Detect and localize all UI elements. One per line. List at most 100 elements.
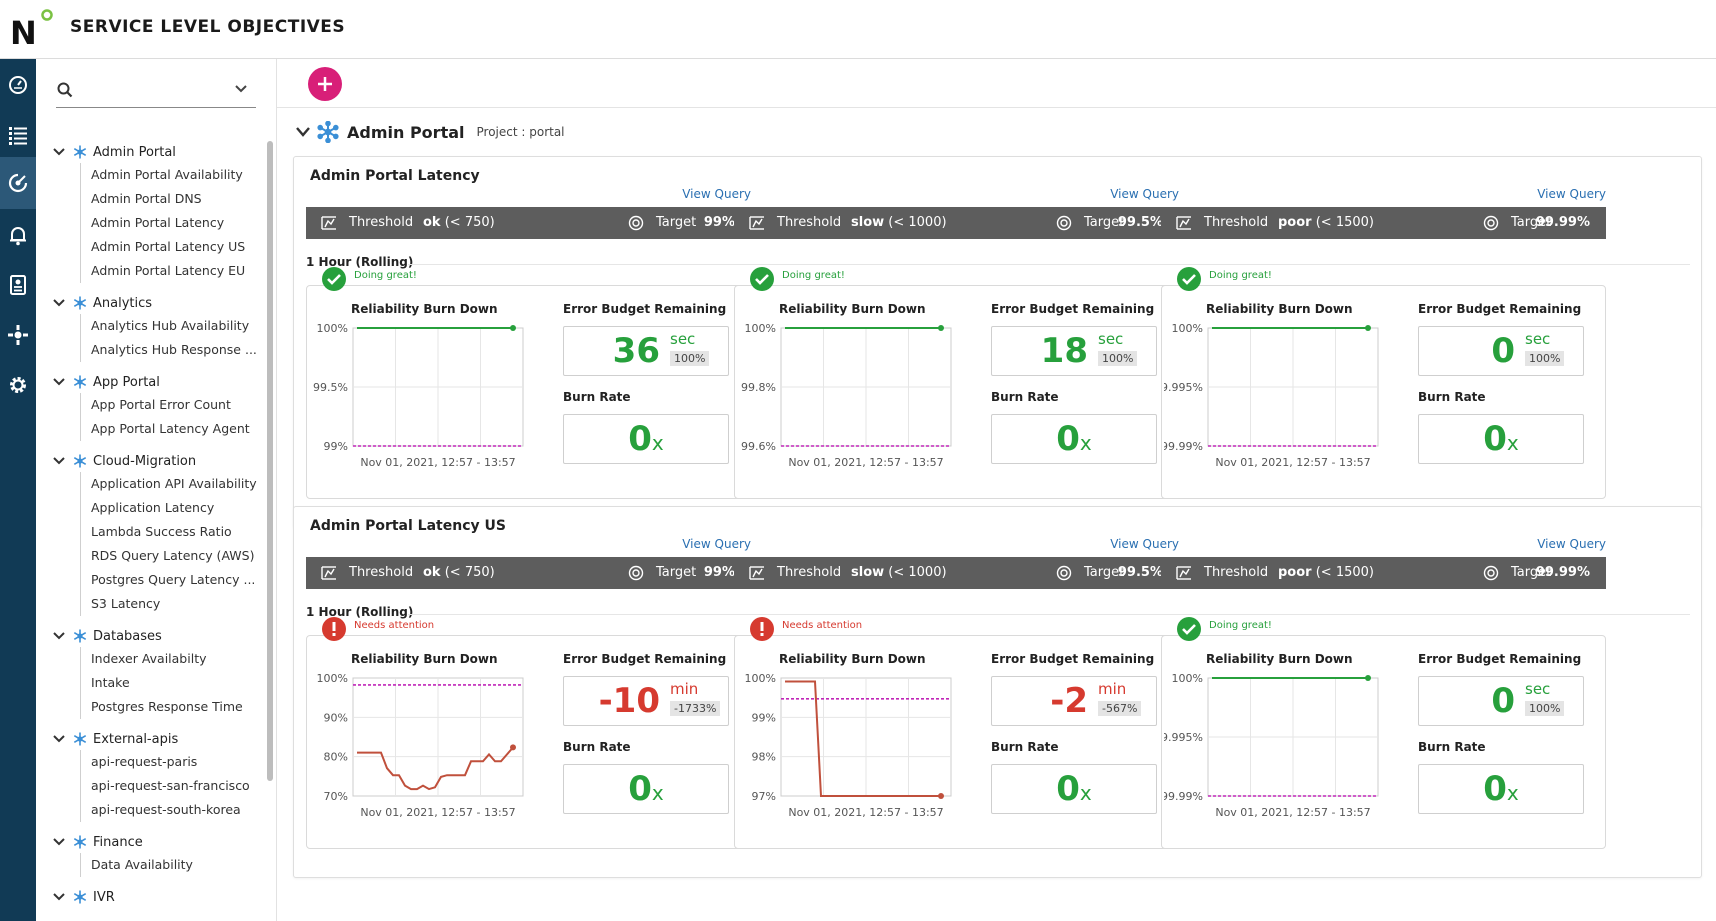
x-axis-label: Nov 01, 2021, 12:57 - 13:57 (788, 456, 943, 469)
tree-group-header[interactable]: Admin Portal (52, 141, 262, 163)
tree-group-header[interactable]: Cloud-Migration (52, 450, 262, 472)
target-label: Target (1084, 565, 1125, 580)
sidebar-item[interactable]: Indexer Availabilty (91, 651, 207, 666)
sidebar-item[interactable]: api-request-south-korea (91, 802, 241, 817)
threshold-icon (321, 566, 336, 580)
error-budget-unit: sec (1525, 330, 1551, 348)
status-badge: Doing great! (1177, 617, 1272, 641)
chevron-down-icon[interactable] (234, 84, 248, 94)
burn-down-chart[interactable]: 100% 99.995% 99.99% Nov 01, 2021, 12:57 - 1… (1164, 322, 1396, 480)
sidebar-item[interactable]: Lambda Success Ratio (91, 524, 232, 539)
burn-down-chart[interactable]: 100% 99.995% 99.99% Nov 01, 2021, 12:57 - 1… (1164, 672, 1396, 830)
tree-group-header[interactable]: App Portal (52, 371, 262, 393)
sidebar-item[interactable]: Postgres Response Time (91, 699, 243, 714)
logo-icon[interactable]: N (10, 8, 56, 48)
error-budget-value: 36 (612, 331, 660, 371)
burn-rate-unit: x (1079, 781, 1092, 805)
alert-circle-icon (750, 617, 774, 641)
sidebar-item[interactable]: Admin Portal DNS (91, 191, 202, 206)
target-value: 99.99% (1535, 215, 1590, 230)
tree-group-header[interactable]: IVR (52, 886, 262, 908)
sidebar-item[interactable]: Admin Portal Latency EU (91, 263, 246, 278)
chevron-down-icon[interactable] (295, 126, 311, 138)
tree-group-header[interactable]: Databases (52, 625, 262, 647)
view-query-link[interactable]: View Query (682, 187, 751, 201)
chevron-down-icon[interactable] (52, 631, 66, 641)
tree-group-header[interactable]: Finance (52, 831, 262, 853)
sidebar-item[interactable]: Application API Availability (91, 476, 257, 491)
threshold-label: Threshold (349, 215, 414, 230)
objective-panel: View Query Threshold slow (< 1000) Target 99… (734, 537, 1179, 857)
rail-item-dashboard[interactable] (0, 59, 36, 111)
rail-item-settings[interactable] (0, 359, 36, 411)
threshold-name: poor (1278, 565, 1312, 580)
settings-icon (10, 377, 26, 393)
sidebar-item[interactable]: Postgres Query Latency ... (91, 572, 256, 587)
target-label: Target (1084, 215, 1125, 230)
view-query-link[interactable]: View Query (1110, 537, 1179, 551)
chevron-down-icon[interactable] (52, 892, 66, 902)
rail-item-list[interactable] (0, 109, 36, 161)
objective-panel: View Query Threshold slow (< 1000) Target 99… (734, 187, 1179, 507)
sidebar-scrollbar[interactable] (266, 141, 274, 781)
sidebar-item[interactable]: api-request-san-francisco (91, 778, 250, 793)
sidebar-item[interactable]: Data Availability (91, 857, 193, 872)
sidebar-item[interactable]: S3 Latency (91, 596, 161, 611)
burn-down-chart[interactable]: 100% 99% 98% 97% Nov 01, 2021, 12:57 - 13:57 (737, 672, 969, 830)
page-title: SERVICE LEVEL OBJECTIVES (70, 17, 346, 37)
rail-item-reports[interactable] (0, 259, 36, 311)
series-last-point[interactable] (938, 793, 944, 799)
slo-title[interactable]: Admin Portal Latency US (310, 518, 506, 534)
series-last-point[interactable] (1365, 675, 1371, 681)
burn-down-chart[interactable]: 100% 99.8% 99.6% Nov 01, 2021, 12:57 - 13:5… (737, 322, 969, 480)
y-tick-label: 90% (324, 711, 348, 724)
sidebar-item[interactable]: Admin Portal Latency US (91, 239, 246, 254)
target-icon (1056, 215, 1072, 231)
sidebar-item[interactable]: Admin Portal Availability (91, 167, 243, 182)
check-circle-icon (322, 267, 346, 291)
view-query-link[interactable]: View Query (1537, 537, 1606, 551)
target-icon (1483, 565, 1499, 581)
sidebar-item[interactable]: Intake (91, 675, 130, 690)
sidebar-item[interactable]: App Portal Latency Agent (91, 421, 250, 436)
burn-down-chart[interactable]: 100% 90% 80% 70% Nov 01, 2021, 12:57 - 13:57 (309, 672, 541, 830)
chevron-down-icon[interactable] (52, 837, 66, 847)
error-budget-box: 36 sec 100% (563, 326, 729, 376)
series-last-point[interactable] (938, 325, 944, 331)
tree-group-header[interactable]: Analytics (52, 292, 262, 314)
rail-item-slo[interactable] (0, 157, 36, 209)
burn-rate-value: 0 (628, 769, 652, 809)
search-box[interactable] (56, 74, 256, 108)
view-query-link[interactable]: View Query (1110, 187, 1179, 201)
series-last-point[interactable] (1365, 325, 1371, 331)
chevron-down-icon[interactable] (52, 377, 66, 387)
add-slo-button[interactable] (308, 67, 342, 101)
sidebar-item[interactable]: api-request-paris (91, 754, 198, 769)
sidebar-item[interactable]: Analytics Hub Availability (91, 318, 250, 333)
target-icon (1056, 565, 1072, 581)
burn-rate-unit: x (1079, 431, 1092, 455)
burn-down-chart[interactable]: 100% 99.5% 99% Nov 01, 2021, 12:57 - 13:57 (309, 322, 541, 480)
chevron-down-icon[interactable] (52, 734, 66, 744)
view-query-link[interactable]: View Query (682, 537, 751, 551)
series-last-point[interactable] (510, 325, 516, 331)
slo-title[interactable]: Admin Portal Latency (310, 168, 480, 184)
chevron-down-icon[interactable] (52, 147, 66, 157)
rail-item-alerts[interactable] (0, 209, 36, 261)
check-circle-icon (750, 267, 774, 291)
sidebar-item[interactable]: Admin Portal Latency (91, 215, 225, 230)
scrollbar-thumb[interactable] (267, 141, 273, 781)
status-text: Needs attention (782, 619, 863, 631)
threshold-limit: (< 1000) (888, 565, 947, 580)
sidebar-item[interactable]: Application Latency (91, 500, 215, 515)
chevron-down-icon[interactable] (52, 456, 66, 466)
rail-item-integrations[interactable] (0, 309, 36, 361)
chevron-down-icon[interactable] (52, 298, 66, 308)
tree-group-header[interactable]: External-apis (52, 728, 262, 750)
app-header: N SERVICE LEVEL OBJECTIVES (0, 0, 1716, 59)
sidebar-item[interactable]: Analytics Hub Response ... (91, 342, 257, 357)
sidebar-item[interactable]: RDS Query Latency (AWS) (91, 548, 255, 563)
view-query-link[interactable]: View Query (1537, 187, 1606, 201)
sidebar-item[interactable]: App Portal Error Count (91, 397, 231, 412)
series-last-point[interactable] (510, 744, 516, 751)
